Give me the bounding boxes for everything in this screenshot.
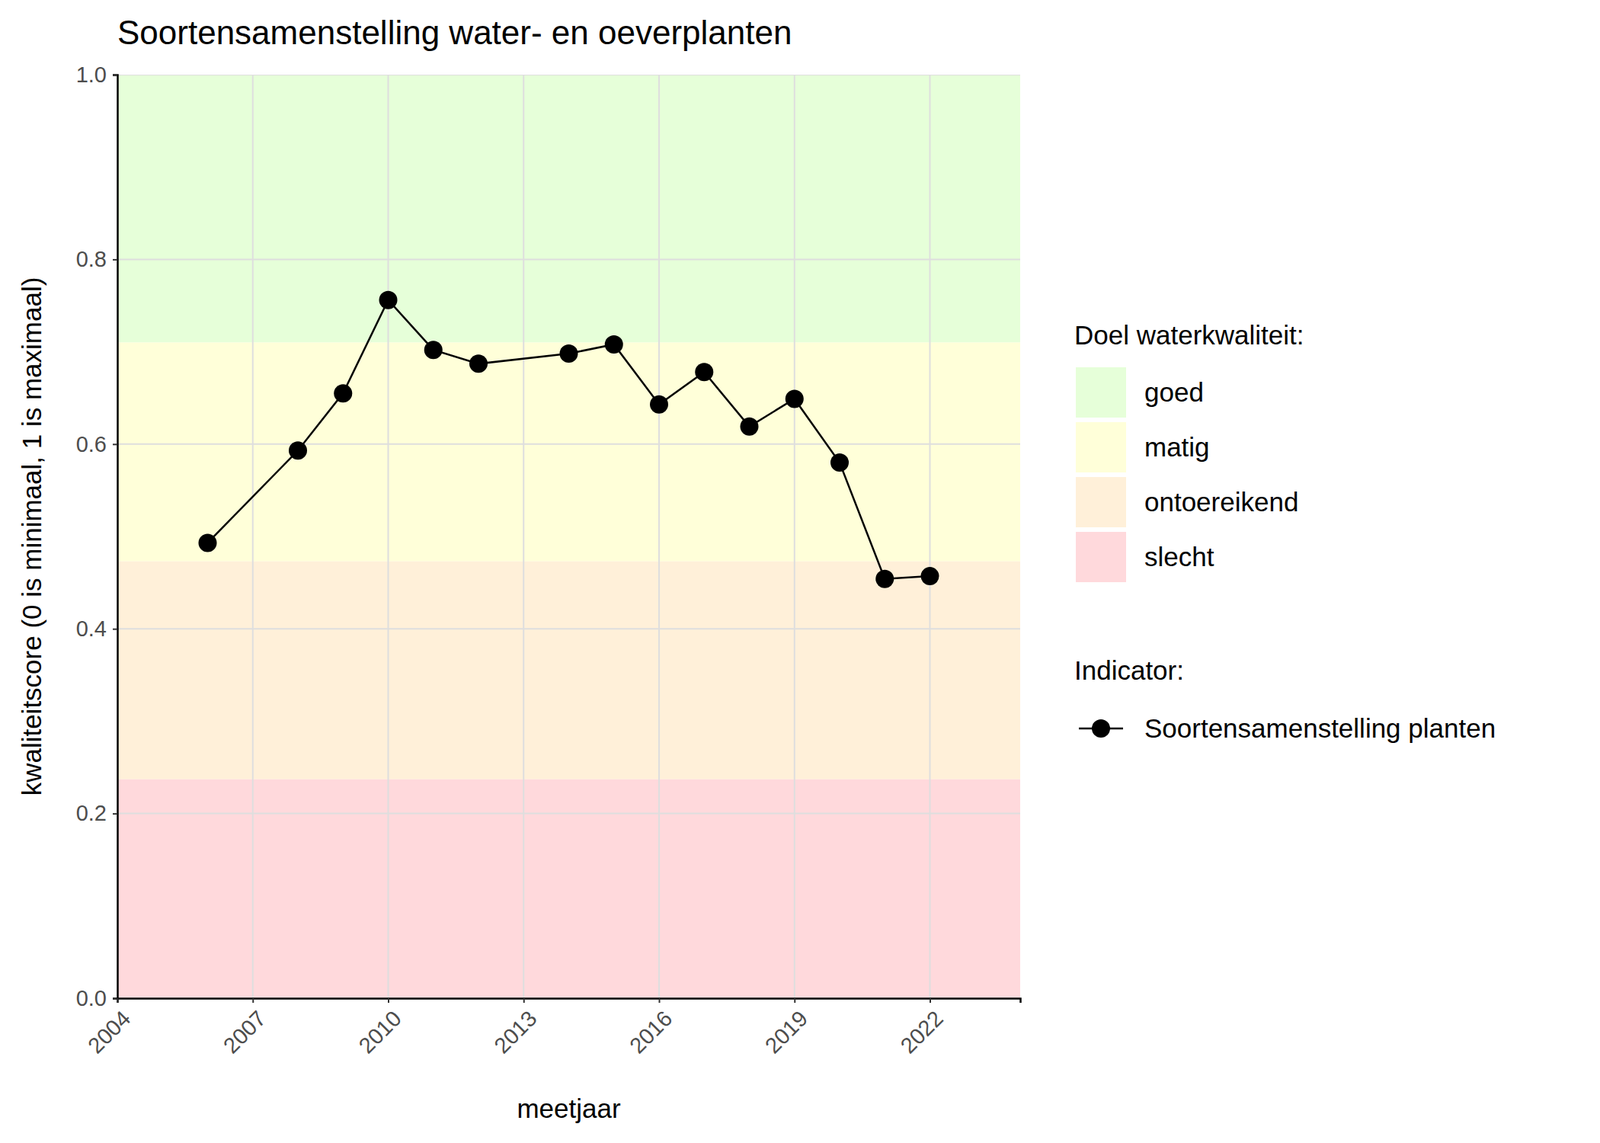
data-point: [198, 533, 218, 552]
y-tick-label: 0.4: [76, 616, 107, 641]
grid: [117, 74, 1021, 999]
data-point: [740, 417, 759, 436]
data-point: [875, 569, 894, 589]
x-axis: 2004 2007 2010 2013 2016 2019 2022: [83, 998, 1021, 1058]
legend-key: [1075, 476, 1127, 528]
y-tick-mark: [112, 74, 118, 77]
bands: [117, 74, 1021, 999]
x-tick-mark: [387, 998, 390, 1003]
x-tick-label: 2022: [896, 1005, 948, 1058]
y-axis-title: kwaliteitscore (0 is minimaal, 1 is maxi…: [16, 277, 47, 797]
y-tick: 1.0: [76, 62, 118, 87]
grid-line-x: [387, 74, 390, 999]
x-tick-mark: [117, 998, 119, 1003]
data-point: [379, 291, 398, 310]
data-point: [921, 566, 940, 586]
legend-key: [1075, 531, 1127, 583]
data-point: [333, 384, 352, 403]
y-tick: 0.6: [76, 432, 118, 457]
x-tick-mark: [659, 998, 661, 1003]
plot-area: 0.00.20.40.60.81.02004200720102013201620…: [76, 62, 1021, 1059]
data-point: [694, 362, 714, 381]
legend-label: goed: [1144, 377, 1204, 407]
x-tick: 2016: [624, 998, 677, 1058]
x-tick-label: 2013: [489, 1005, 541, 1058]
data-point: [424, 340, 443, 359]
data-point: [288, 441, 308, 460]
x-tick-mark: [252, 998, 254, 1003]
x-axis-line: [118, 998, 1021, 1004]
chart-title: Soortensamenstelling water- en oeverplan…: [117, 13, 792, 52]
x-tick-label: 2010: [354, 1005, 407, 1058]
y-tick-label: 0.2: [76, 800, 107, 826]
y-tick-mark: [112, 998, 118, 1000]
x-tick: 2007: [218, 998, 271, 1058]
data-point: [830, 453, 849, 472]
x-tick: 2013: [489, 998, 541, 1058]
data-point: [604, 335, 624, 354]
grid-line-x: [658, 74, 660, 999]
y-axis-line: [112, 75, 119, 999]
data-point: [469, 354, 488, 373]
x-tick: 2022: [896, 998, 948, 1058]
x-tick-label: 2019: [760, 1005, 813, 1058]
legend-title: Indicator:: [1074, 655, 1184, 685]
y-axis: 0.0 0.2 0.4 0.6 0.8 1.0: [76, 62, 119, 1011]
y-tick-mark: [112, 628, 118, 631]
data-point: [560, 344, 579, 363]
y-tick-mark: [112, 443, 118, 445]
legend-label: matig: [1144, 432, 1210, 462]
y-tick-label: 0.0: [76, 985, 107, 1011]
x-tick-label: 2007: [218, 1005, 271, 1058]
x-axis-title: meetjaar: [516, 1093, 621, 1124]
y-tick-label: 0.8: [76, 246, 107, 272]
grid-line-x: [929, 74, 932, 999]
grid-line-x: [793, 74, 796, 999]
y-tick: 0.2: [76, 800, 118, 826]
series-line: [208, 300, 931, 580]
legend-title: Doel waterkwaliteit:: [1074, 320, 1305, 350]
chart: 0.00.20.40.60.81.02004200720102013201620…: [0, 0, 1600, 1143]
x-tick: 2004: [83, 998, 135, 1058]
data-point: [649, 395, 669, 414]
legend-marker-key: [1091, 719, 1111, 738]
legend-key: [1075, 422, 1127, 473]
y-tick: 0.8: [76, 246, 118, 272]
x-tick: 2010: [354, 998, 407, 1058]
legend: Doel waterkwaliteit: goed matig ontoereiken…: [1074, 320, 1496, 743]
legend-label: ontoereikend: [1144, 486, 1299, 517]
y-tick: 0.4: [76, 616, 118, 641]
legend-label: Soortensamenstelling planten: [1144, 713, 1496, 743]
x-tick-mark: [793, 998, 796, 1003]
data-point: [785, 389, 804, 408]
legend-label: slecht: [1144, 541, 1215, 572]
grid-line-x: [522, 74, 525, 999]
y-tick: 0.0: [76, 985, 118, 1011]
legend-key: [1075, 367, 1127, 418]
x-tick-mark: [929, 998, 932, 1003]
x-tick-label: 2016: [624, 1005, 677, 1058]
x-tick-label: 2004: [83, 1005, 135, 1058]
y-tick-label: 0.6: [76, 432, 107, 457]
x-tick-mark: [523, 998, 525, 1003]
data: [198, 291, 940, 589]
y-tick-mark: [112, 259, 118, 261]
grid-line-x: [252, 74, 254, 999]
y-tick-mark: [112, 812, 118, 815]
y-tick-label: 1.0: [76, 62, 107, 87]
x-tick: 2019: [760, 998, 813, 1058]
